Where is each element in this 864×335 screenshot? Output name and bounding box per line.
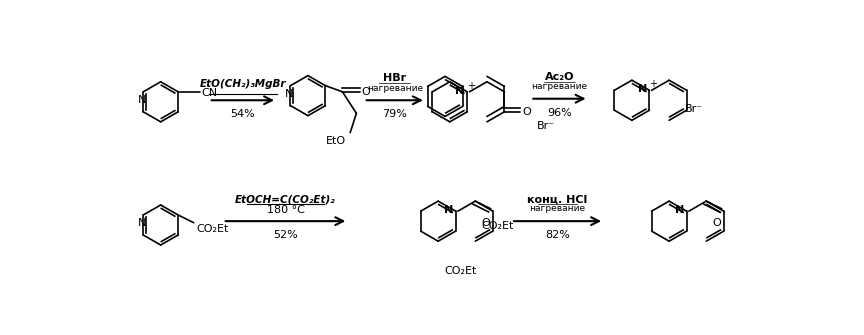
Text: 180 °C: 180 °C (266, 205, 304, 215)
Text: +: + (467, 81, 475, 91)
Text: N: N (137, 218, 146, 228)
Text: 54%: 54% (231, 110, 255, 120)
Text: нагревание: нагревание (366, 83, 422, 92)
Text: +: + (649, 79, 658, 89)
Text: CO₂Et: CO₂Et (444, 266, 477, 276)
Text: CN: CN (201, 87, 218, 97)
Text: O: O (522, 107, 531, 117)
Text: Br⁻: Br⁻ (684, 105, 702, 115)
Text: 96%: 96% (547, 108, 572, 118)
Text: O: O (362, 87, 371, 97)
Text: O: O (712, 218, 721, 228)
Text: конц. HCl: конц. HCl (527, 194, 588, 204)
Text: нагревание: нагревание (530, 204, 586, 213)
Text: CO₂Et: CO₂Et (481, 221, 514, 231)
Text: N: N (638, 84, 647, 94)
Text: нагревание: нагревание (531, 82, 588, 91)
Text: EtO: EtO (327, 136, 346, 146)
Text: EtOCH=C(CO₂Et)₂: EtOCH=C(CO₂Et)₂ (235, 194, 336, 204)
Text: O: O (481, 218, 490, 228)
Text: N: N (285, 89, 293, 99)
Text: N: N (444, 205, 453, 215)
Text: CO₂Et: CO₂Et (196, 224, 228, 234)
Text: Br⁻: Br⁻ (537, 121, 555, 131)
Text: HBr: HBr (384, 73, 406, 83)
Text: 79%: 79% (382, 110, 407, 120)
Text: 82%: 82% (545, 230, 570, 241)
Text: N: N (455, 86, 465, 95)
Text: 52%: 52% (273, 230, 298, 241)
Text: N: N (137, 95, 146, 105)
Text: Ac₂O: Ac₂O (544, 72, 575, 82)
Text: N: N (675, 205, 684, 215)
Text: EtO(CH₂)₃MgBr: EtO(CH₂)₃MgBr (200, 79, 286, 89)
